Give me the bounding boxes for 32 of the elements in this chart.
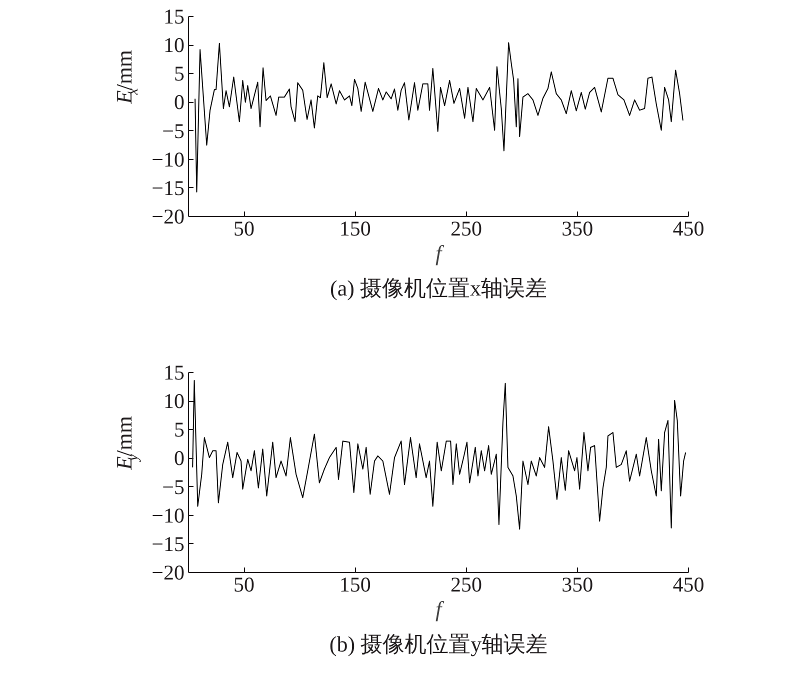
x-tick-label: 150 bbox=[339, 216, 371, 240]
y-tick-label: −15 bbox=[152, 176, 184, 200]
y-tick-label: 10 bbox=[164, 389, 184, 414]
text: (b) 摄像机位置y轴误差 bbox=[329, 632, 548, 656]
y-tick-label: −20 bbox=[152, 560, 184, 584]
y-tick-label: 0 bbox=[174, 446, 184, 470]
line-series bbox=[192, 380, 686, 530]
x-tick-label: 350 bbox=[562, 216, 594, 240]
y-tick-label: 15 bbox=[164, 360, 184, 384]
y-tick-label: −5 bbox=[162, 118, 184, 143]
x-axis-title: f bbox=[435, 240, 444, 266]
y-tick-label: 0 bbox=[174, 90, 184, 114]
y-tick-label: −20 bbox=[152, 204, 184, 228]
x-tick-label: 450 bbox=[672, 572, 704, 596]
x-tick-label: 150 bbox=[339, 572, 371, 596]
y-tick-label: 5 bbox=[174, 418, 184, 442]
y-tick-label: −5 bbox=[162, 474, 184, 499]
x-tick-label: 350 bbox=[562, 572, 594, 596]
y-tick-label: 15 bbox=[164, 4, 184, 28]
x-axis-title: f bbox=[435, 596, 444, 622]
x-tick-label: 450 bbox=[672, 216, 704, 240]
x-tick-label: 50 bbox=[234, 216, 255, 240]
x-tick-label: 250 bbox=[450, 216, 482, 240]
y-tick-label: −10 bbox=[152, 503, 184, 528]
x-tick-label: 250 bbox=[450, 572, 482, 596]
y-tick-label: −15 bbox=[152, 532, 184, 556]
y-tick-label: 5 bbox=[174, 62, 184, 86]
line-series bbox=[194, 42, 684, 192]
y-tick-label: −10 bbox=[152, 147, 184, 172]
y-tick-label: 10 bbox=[164, 33, 184, 58]
x-tick-label: 50 bbox=[234, 572, 255, 596]
text: (a) 摄像机位置x轴误差 bbox=[330, 276, 547, 300]
